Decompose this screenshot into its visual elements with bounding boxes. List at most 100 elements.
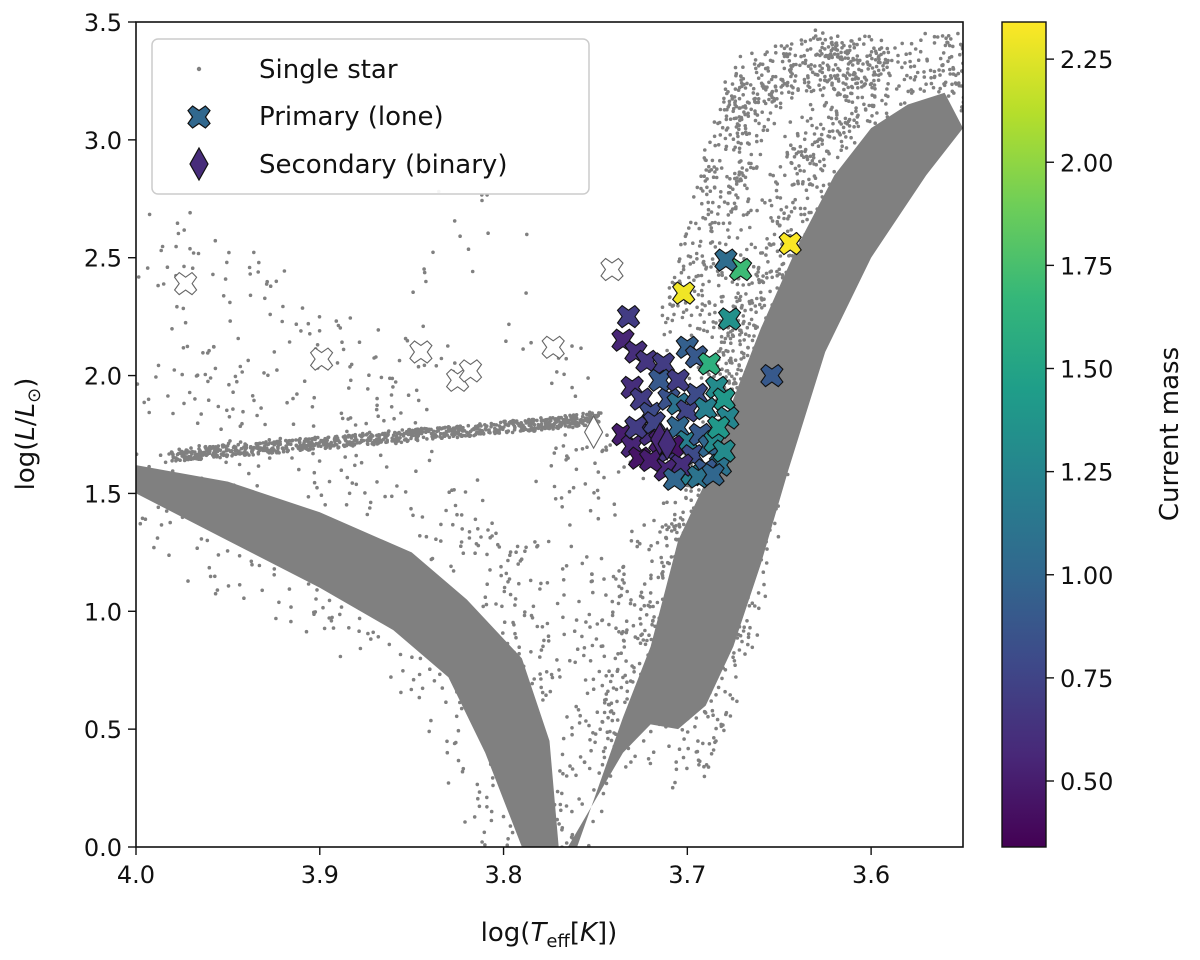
single-star-point — [216, 404, 221, 409]
single-star-point — [347, 491, 352, 496]
single-star-point — [582, 653, 586, 658]
single-star-point — [731, 655, 735, 659]
single-star-point — [311, 451, 315, 456]
single-star-point — [463, 820, 467, 824]
single-star-point — [553, 497, 558, 501]
single-star-point — [511, 854, 515, 858]
single-star-point — [389, 405, 394, 409]
single-star-point — [743, 126, 748, 131]
single-star-point — [685, 730, 690, 734]
single-star-point — [446, 344, 450, 348]
single-star-point — [886, 94, 890, 99]
single-star-point — [749, 165, 753, 170]
single-star-point — [717, 205, 721, 209]
single-star-point — [453, 361, 457, 365]
single-star-point — [770, 100, 774, 104]
single-star-point — [718, 133, 723, 137]
single-star-point — [710, 257, 715, 261]
single-star-point — [815, 126, 819, 130]
single-star-point — [551, 427, 555, 431]
single-star-point — [958, 52, 962, 57]
single-star-point — [788, 120, 793, 124]
single-star-point — [568, 764, 572, 768]
single-star-point — [424, 279, 428, 284]
single-star-point — [508, 592, 513, 597]
single-star-point — [588, 738, 592, 742]
single-star-point — [746, 111, 750, 116]
single-star-point — [827, 129, 832, 134]
single-star-point — [503, 419, 507, 424]
primary-star-marker — [671, 281, 696, 305]
single-star-point — [255, 442, 260, 447]
single-star-point — [733, 663, 737, 667]
single-star-point — [475, 478, 480, 482]
single-star-point — [722, 340, 727, 345]
single-star-point — [832, 52, 837, 56]
single-star-point — [783, 134, 787, 139]
single-star-point — [614, 577, 618, 581]
single-star-point — [399, 690, 403, 695]
colorbar-tick-label: 1.25 — [1060, 459, 1113, 487]
single-star-point — [778, 101, 783, 106]
single-star-point — [308, 332, 312, 336]
single-star-point — [642, 523, 646, 527]
single-star-point — [546, 539, 551, 544]
single-star-point — [655, 600, 660, 605]
single-star-point — [207, 348, 211, 353]
single-star-point — [319, 493, 324, 498]
single-star-point — [513, 597, 518, 601]
single-star-point — [712, 185, 717, 189]
single-star-point — [538, 587, 542, 591]
single-star-point — [580, 802, 584, 806]
single-star-point — [585, 555, 589, 559]
single-star-point — [365, 441, 370, 446]
single-star-point — [455, 424, 460, 429]
single-star-point — [696, 293, 701, 297]
single-star-point — [475, 782, 480, 787]
x-axis-label: log(Teff[K]) — [481, 918, 618, 952]
single-star-point — [586, 376, 590, 380]
single-star-point — [823, 47, 827, 51]
single-star-point — [747, 142, 751, 146]
single-star-point — [238, 440, 243, 444]
single-star-point — [787, 90, 791, 94]
single-star-point — [599, 556, 604, 561]
single-star-point — [368, 438, 372, 443]
single-star-point — [879, 52, 883, 57]
single-star-point — [753, 111, 758, 116]
single-star-point — [523, 610, 527, 614]
single-star-point — [884, 102, 888, 106]
single-star-point — [535, 418, 539, 423]
single-star-point — [571, 485, 576, 490]
single-star-point — [704, 267, 708, 271]
single-star-point — [749, 107, 753, 112]
single-star-point — [734, 125, 739, 129]
single-star-point — [592, 491, 596, 495]
single-star-point — [699, 174, 703, 178]
single-star-point — [906, 89, 910, 94]
single-star-point — [347, 386, 351, 390]
single-star-point — [746, 199, 750, 204]
single-star-point — [472, 815, 477, 819]
single-star-point — [805, 48, 810, 52]
single-star-point — [831, 68, 836, 72]
single-star-point — [852, 125, 856, 129]
single-star-point — [194, 374, 199, 378]
single-star-point — [522, 878, 526, 882]
single-star-point — [798, 63, 802, 68]
single-star-point — [720, 676, 724, 681]
single-star-point — [805, 119, 810, 123]
single-star-point — [687, 275, 691, 280]
single-star-point — [431, 437, 435, 441]
single-star-point — [738, 54, 743, 59]
single-star-point — [822, 86, 826, 90]
single-star-point — [718, 347, 723, 351]
single-star-point — [711, 200, 715, 205]
single-star-point — [696, 739, 700, 743]
single-star-point — [346, 433, 351, 438]
single-star-point — [532, 426, 537, 431]
single-star-point — [739, 357, 743, 361]
single-star-point — [735, 299, 739, 304]
single-star-point — [604, 674, 608, 678]
single-star-point — [668, 295, 672, 299]
